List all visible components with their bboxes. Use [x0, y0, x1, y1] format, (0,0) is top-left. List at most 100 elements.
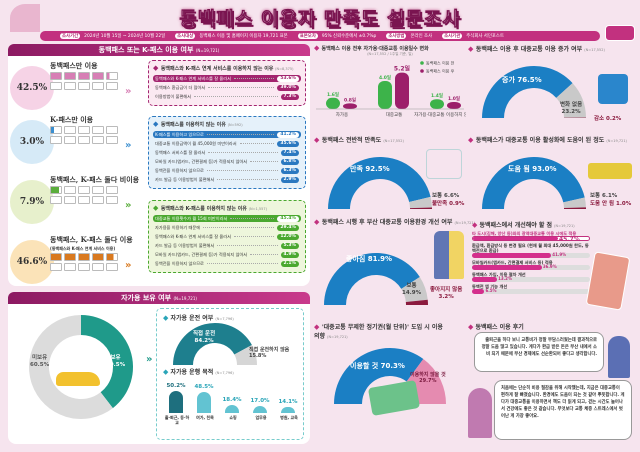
- leader-line: [206, 170, 278, 171]
- improvement-panel: ◆ 동백패스에서 개선해야 할 점 (N=19,721) 타 도시(김해, 양산…: [472, 220, 634, 316]
- gauge-seg-value: 81.9%: [367, 255, 393, 263]
- info-tag: 조사기간: [60, 33, 81, 39]
- usage-card-body: 동백패스, K-패스 둘다 비이용: [50, 176, 146, 204]
- reason-n: (N=8,375): [275, 67, 294, 71]
- no-car-value: 60.5%: [30, 361, 50, 368]
- card-cell: [50, 82, 62, 90]
- reason-row: 카드 발급 등 이용방법이 불편해서 2.9%: [153, 176, 301, 183]
- improvement-value: 45.7%: [558, 236, 580, 243]
- days-bar: [343, 103, 357, 109]
- card-cell: [78, 72, 90, 80]
- reason-value: 4.9%: [280, 251, 299, 258]
- usage-card: 42.5% 동백패스만 이용 »: [10, 58, 146, 110]
- gauge-seg-value: 14.9%: [402, 289, 422, 296]
- own-car-label: 보유: [110, 355, 121, 361]
- commuters-illustration: [434, 231, 464, 279]
- usage-card-grid: [50, 72, 146, 90]
- diamond-icon: ◆: [468, 136, 476, 144]
- usage-percent-circle: 3.0%: [10, 120, 54, 164]
- gauge-seg-label: 불만족: [432, 201, 448, 207]
- days-bar-label: 1.4일: [431, 92, 443, 99]
- card-cell: [106, 82, 118, 90]
- chevron-right-icon: »: [125, 86, 132, 97]
- gauge-label: 보통 6.1%: [590, 193, 617, 200]
- usage-n: (N=19,721): [195, 48, 220, 53]
- diamond-icon: ◆: [153, 120, 161, 128]
- gauge-title: ◆ '대중교통 무제한 정기권(월 단위)' 도입 시 이용 의향 (N=19,…: [314, 322, 444, 340]
- purpose-value: 14.1%: [278, 398, 298, 405]
- leader-line: [233, 78, 275, 79]
- gauge-ticket: ◆ '대중교통 무제한 정기권(월 단위)' 도입 시 이용 의향 (N=19,…: [314, 322, 466, 432]
- diamond-icon: ◆: [153, 204, 161, 212]
- gauge-chart: [482, 65, 586, 118]
- reason-row: 동백패스와 K-패스 연계 서비스를 잘 몰라서 53.6%: [153, 75, 301, 82]
- gauge-label: 변화 없음 23.2%: [560, 102, 582, 115]
- usage-section: 동백패스 또는 K-패스 이용 여부 (N=19,721) 42.5% 동백패스만…: [8, 44, 310, 286]
- own-car-value: 39.5%: [106, 361, 126, 368]
- reason-label: 모바일 카드(앱카드, 간편결제 등)가 적용되지 않아서: [155, 158, 248, 164]
- gauge-seg-value: 0.2%: [606, 116, 622, 122]
- reason-label: 대중교통 이용금액이 월 45,000원 미만이라서: [155, 140, 237, 146]
- usage-label: 동백패스, K-패스 둘다 비이용: [50, 175, 140, 184]
- card-cell: [50, 126, 62, 134]
- card-cell: [78, 126, 90, 134]
- card-cell: [78, 186, 90, 194]
- card-cell: [106, 186, 118, 194]
- info-text: 주식회사 서던포스트: [466, 34, 505, 39]
- gauge-seg-label: 도움 안 됨: [590, 201, 615, 207]
- bus-icon: [605, 25, 635, 41]
- improvement-value: 13.2%: [498, 276, 512, 281]
- gauge-help: ◆ 동백패스가 대중교통 이용 활성화에 도움이 된 정도 (N=19,721)…: [468, 135, 634, 213]
- card-cell: [106, 196, 118, 204]
- improvement-bar-fill: [472, 277, 497, 282]
- leader-line: [208, 87, 275, 88]
- reason-value: 35.6%: [277, 140, 299, 147]
- gauge-seg-value: 29.7%: [419, 378, 437, 384]
- review-quote-2: 처음에는 단순히 비용 절감을 위해 시작했는데, 지금은 대중교통이 편하게 …: [494, 380, 632, 440]
- improvement-bar-track: 45.7%: [472, 236, 590, 243]
- card-cell: [92, 186, 104, 194]
- card-cell: [92, 263, 104, 271]
- gauge-label: 좋아짐 81.9%: [346, 255, 392, 263]
- diamond-icon: ◆: [314, 136, 322, 144]
- reason-label: 동백패스와 K-패스 연계 서비스를 잘 몰라서: [155, 233, 231, 239]
- improvement-value: 41.9%: [552, 252, 567, 257]
- purpose-bar: [197, 391, 211, 413]
- usage-percent-circle: 7.9%: [10, 180, 54, 224]
- usage-card-grid: [50, 126, 146, 144]
- gauge-seg-label: 보통: [590, 193, 601, 199]
- card-cell: [64, 196, 76, 204]
- gauge-segment: [482, 65, 573, 118]
- gauge-label: 불만족 0.9%: [432, 201, 464, 208]
- leader-line: [208, 152, 278, 153]
- usage-card-body: K-패스만 이용: [50, 116, 146, 144]
- car-title: 자가용 보유 여부: [121, 294, 172, 302]
- card-cell: [64, 82, 76, 90]
- card-cell: [50, 186, 62, 194]
- reason-title: ◆ 동백패스와 K-패스 연계 서비스를 이용하지 않는 이유 (N=8,375…: [153, 64, 301, 72]
- usage-card: 3.0% K-패스만 이용 »: [10, 112, 146, 164]
- gauge-seg-label: 보통: [406, 283, 417, 289]
- survey-info-band: 조사기간 2024년 10월 15일 ~ 2024년 10월 22일 조사대상 동백패…: [40, 31, 600, 41]
- reason-row: 모바일 카드(앱카드, 간편결제 등)가 적용되지 않아서 6.8%: [153, 158, 301, 165]
- car-ownership-donut: [29, 315, 133, 419]
- gauge-title-text: 동백패스 시행 후 부산 대중교통 이용환경 개선 여부: [321, 219, 453, 226]
- card-cell: [64, 263, 76, 271]
- days-category-label: 자가용: [336, 111, 348, 118]
- gauge-bus: ◆ 동백패스 이용 후 대중교통 이용 증가 여부 (N=17,552) 증가 7…: [468, 44, 634, 128]
- purpose-value: 48.5%: [194, 383, 214, 390]
- gauge-environment: ◆ 동백패스 시행 후 부산 대중교통 이용환경 개선 여부 (N=19,721…: [314, 217, 475, 309]
- reason-row: 동백전을 이용하지 않으므로 6.3%: [153, 167, 301, 174]
- reason-panel: ◆ 동백패스를 이용하지 않는 이유 (N=592) K-패스를 이용하고 있으므…: [148, 116, 306, 189]
- usage-card-body: 동백패스만 이용: [50, 62, 146, 90]
- gauge-seg-label: 만족: [350, 165, 363, 173]
- gauge-seg-label: 변화 없음: [560, 102, 583, 108]
- dongbaek-card-image: [585, 251, 631, 311]
- improvement-label: 환급액, 환급방식 등 변경 필요 (현재 월 최대 45,000원 한도, 동…: [472, 243, 589, 253]
- gauge-chart: [482, 156, 586, 209]
- gauge-seg-value: 6.1%: [602, 193, 618, 199]
- card-cell: [64, 72, 76, 80]
- days-bar: [378, 81, 392, 109]
- gauge-seg-value: 3.2%: [438, 293, 454, 300]
